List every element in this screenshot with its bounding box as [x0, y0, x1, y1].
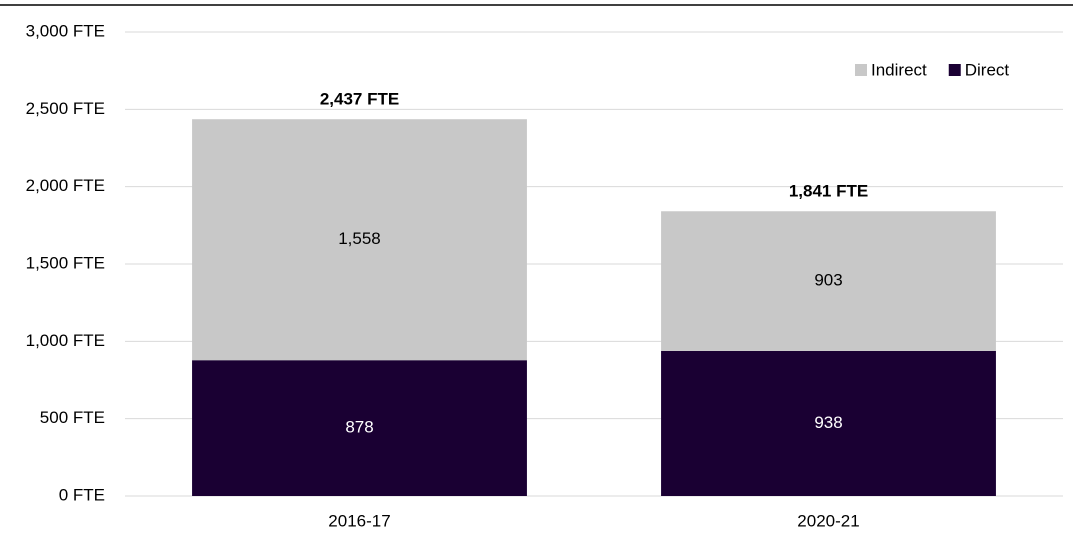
segment-label: 1,558 — [338, 229, 381, 248]
bar-segment — [192, 360, 527, 496]
bar-segment — [661, 211, 996, 351]
x-tick-label: 2016-17 — [328, 511, 390, 530]
bar-segment — [192, 119, 527, 361]
y-tick-label: 3,000 FTE — [26, 21, 105, 40]
legend-label: Direct — [965, 60, 1010, 79]
y-tick-label: 1,500 FTE — [26, 253, 105, 272]
x-tick-label: 2020-21 — [797, 511, 859, 530]
y-tick-label: 500 FTE — [40, 408, 105, 427]
bar-segment — [661, 350, 996, 496]
y-tick-label: 2,000 FTE — [26, 176, 105, 195]
legend-swatch — [948, 64, 961, 76]
legend-label: Indirect — [871, 60, 927, 79]
segment-label: 878 — [345, 418, 373, 437]
segment-label: 938 — [814, 413, 842, 432]
y-tick-label: 1,000 FTE — [26, 331, 105, 350]
legend-swatch — [855, 64, 867, 76]
y-tick-label: 2,500 FTE — [26, 99, 105, 118]
total-label: 2,437 FTE — [320, 90, 399, 109]
segment-label: 903 — [814, 271, 842, 290]
y-tick-label: 0 FTE — [59, 485, 105, 504]
total-label: 1,841 FTE — [789, 182, 868, 201]
